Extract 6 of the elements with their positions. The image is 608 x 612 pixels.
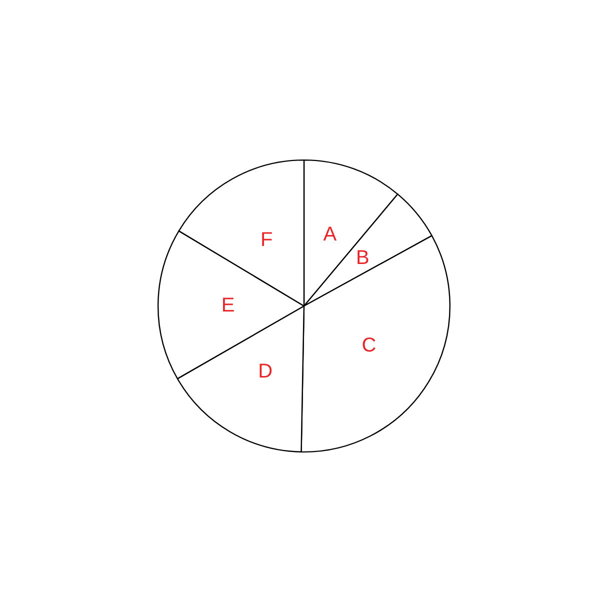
slice-label: C: [362, 334, 376, 356]
slice-label: E: [221, 294, 235, 316]
slice-label: A: [323, 224, 338, 246]
slice-label: F: [260, 228, 273, 251]
slice-label: D: [258, 360, 273, 382]
slice-label: B: [356, 246, 370, 269]
